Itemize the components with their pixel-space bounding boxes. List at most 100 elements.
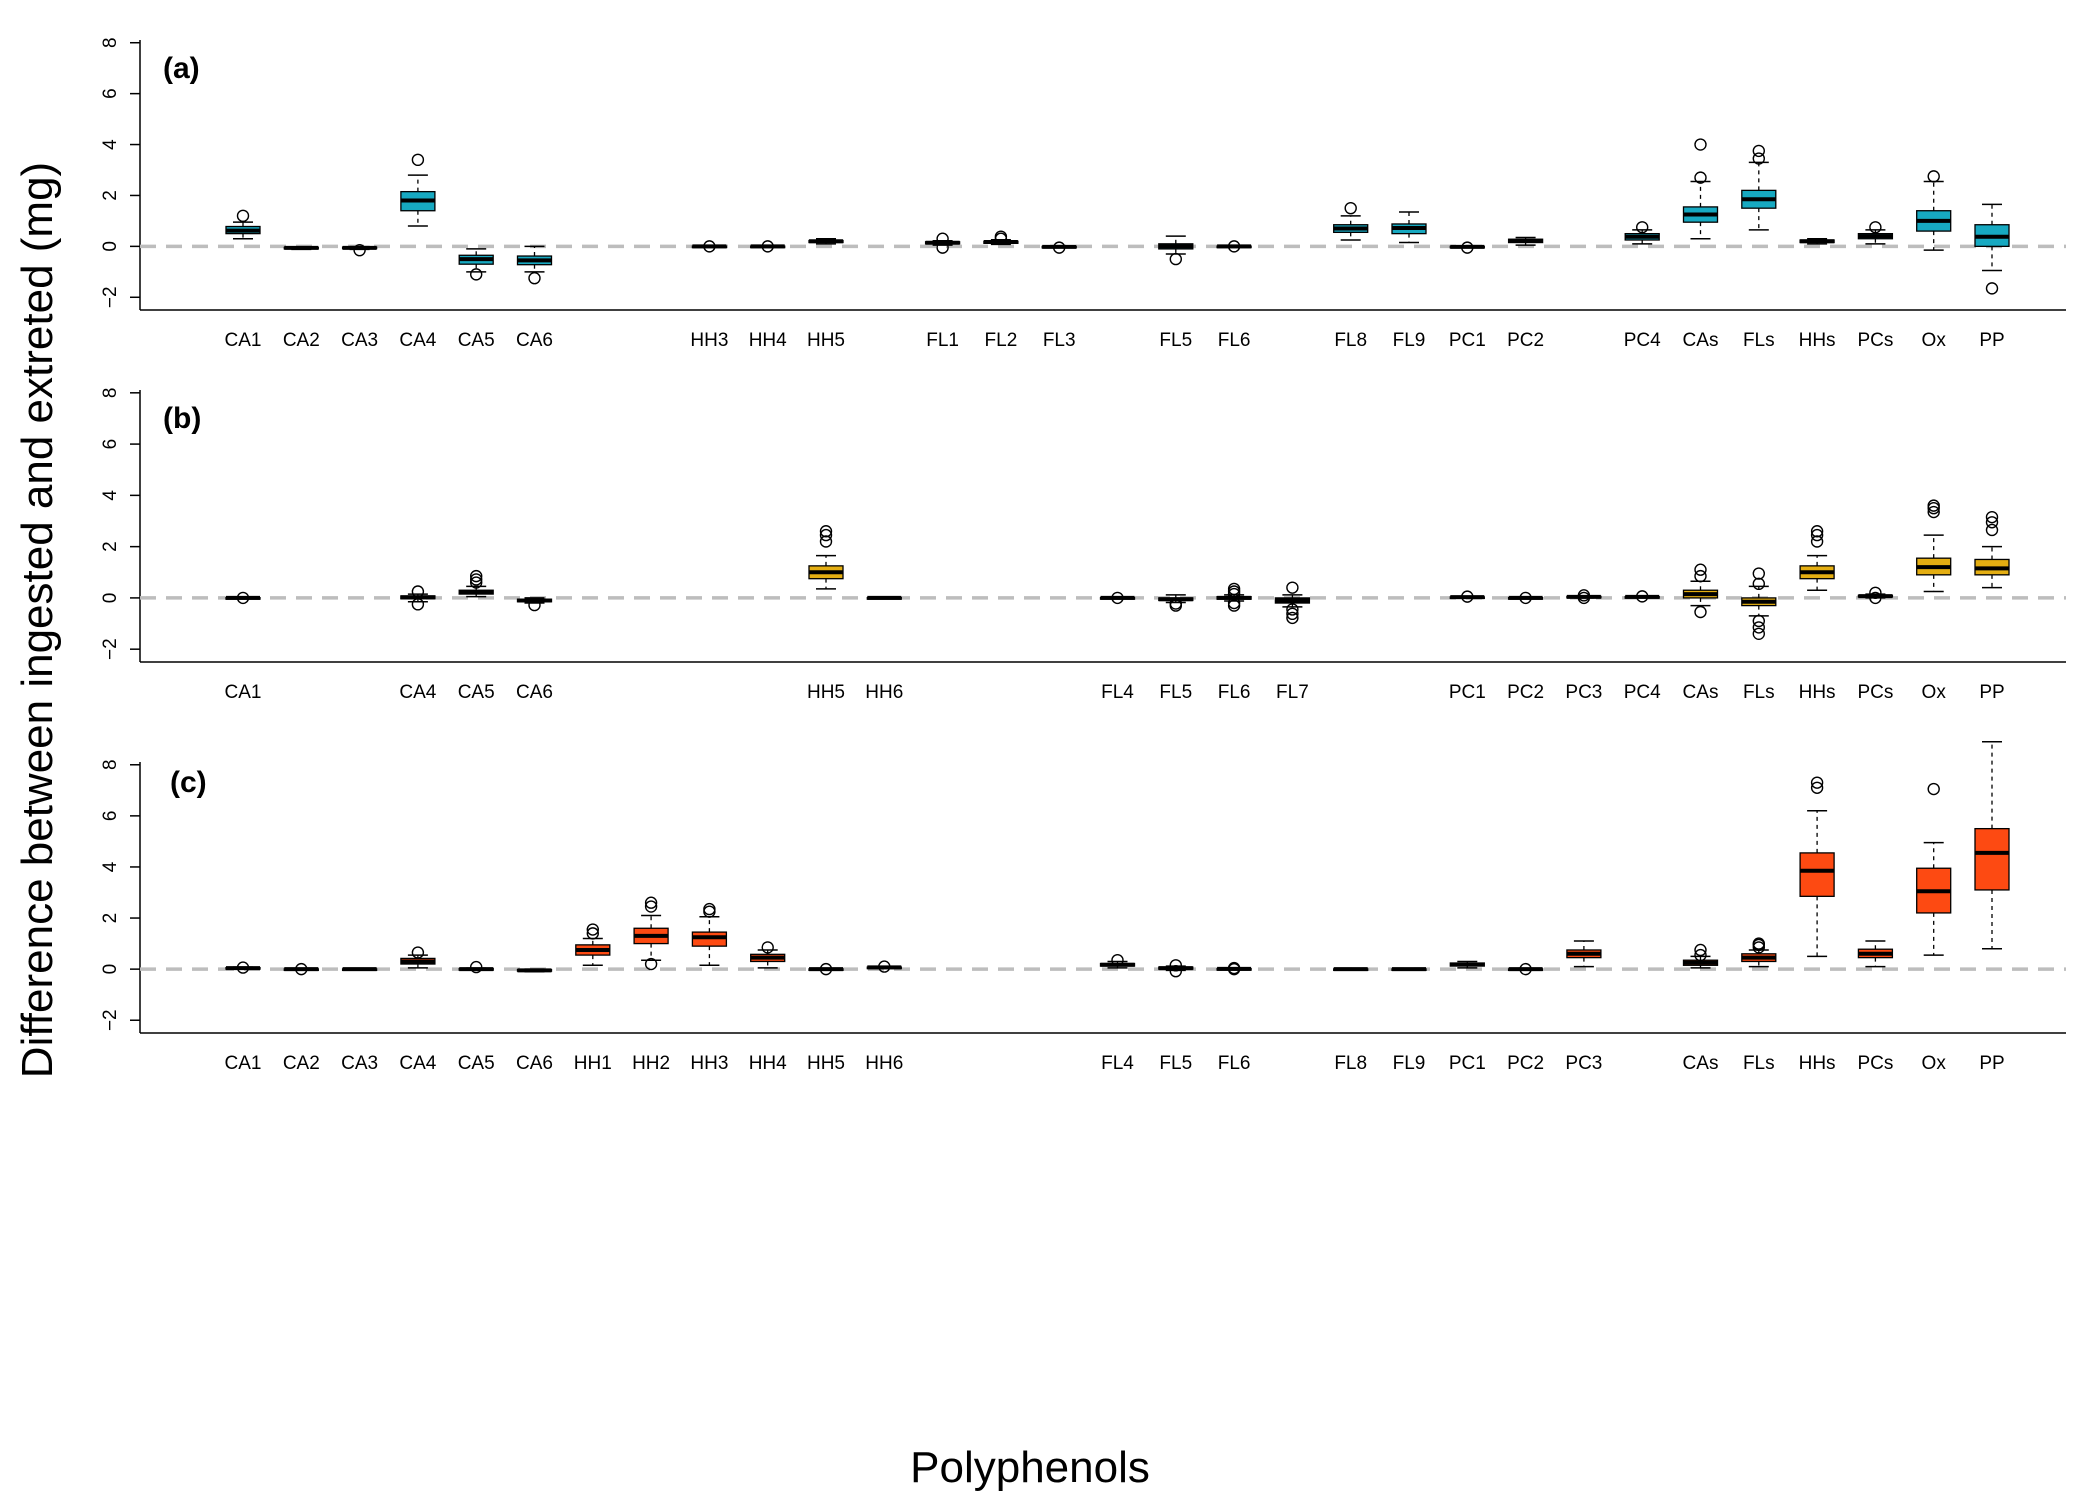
y-tick-label: 4	[100, 861, 121, 872]
box-FL6: FL6	[1216, 240, 1252, 351]
y-tick-label: −2	[100, 286, 121, 308]
box-Ox: Ox	[1916, 782, 1952, 1074]
x-tick-label: HH3	[690, 1053, 728, 1074]
y-tick-label: −2	[100, 1009, 121, 1031]
x-tick-label: PP	[1979, 1053, 2004, 1074]
outlier-point	[470, 573, 483, 586]
x-tick-label: FL2	[985, 330, 1018, 351]
x-tick-label: PP	[1979, 330, 2004, 351]
x-tick-label: PC3	[1565, 1053, 1602, 1074]
outlier-point	[1169, 964, 1183, 978]
outlier-point	[353, 243, 366, 257]
x-tick-label: FL8	[1334, 1053, 1367, 1074]
x-tick-label: FLs	[1743, 330, 1775, 351]
outlier-point	[470, 569, 483, 583]
box-CA6: CA6	[516, 597, 553, 703]
box-PP: PP	[1974, 741, 2010, 1074]
box-FL5: FL5	[1158, 235, 1194, 351]
box-CA4: CA4	[399, 585, 437, 703]
outlier-point	[470, 576, 483, 589]
x-tick-label: FL5	[1159, 682, 1192, 703]
x-tick-label: PC4	[1624, 682, 1661, 703]
x-tick-label: FL5	[1159, 1053, 1192, 1074]
y-axis-title: Difference between ingested and extreted…	[13, 162, 62, 1078]
box-HH2: HH2	[632, 896, 670, 1074]
outlier-point	[1752, 627, 1766, 640]
x-tick-label: CA3	[341, 1053, 378, 1074]
box-CA6: CA6	[516, 245, 553, 351]
y-tick-label: 0	[100, 964, 121, 975]
outlier-point	[236, 961, 250, 974]
box-FL4: FL4	[1099, 953, 1136, 1074]
outlier-point	[1927, 782, 1940, 796]
outlier-point	[1752, 577, 1766, 591]
panel-label: (c)	[170, 766, 207, 799]
box-iqr	[1799, 852, 1835, 897]
box-PC2: PC2	[1507, 236, 1544, 351]
outlier-point	[994, 230, 1008, 243]
outlier-point	[411, 153, 425, 167]
outlier-point	[1752, 144, 1766, 158]
panel-label: (b)	[163, 402, 201, 435]
outlier-point	[1694, 171, 1707, 184]
x-tick-label: HHs	[1799, 682, 1836, 703]
box-FL3: FL3	[1041, 241, 1077, 351]
outlier-point	[703, 902, 716, 916]
box-HH1: HH1	[574, 923, 612, 1074]
box-FL4: FL4	[1099, 591, 1136, 703]
x-tick-label: PC1	[1449, 682, 1486, 703]
x-tick-label: CA2	[283, 330, 320, 351]
outlier-point	[1694, 948, 1707, 962]
panel-b: −2 0 2 4 6 8 (b) CA1 CA4 CA5 CA6 HH5 HH6 FL4 FL5 FL6 FL7…	[100, 388, 2066, 703]
outlier-point	[411, 598, 425, 611]
box-HHs: HHs	[1799, 525, 1836, 703]
box-FL5: FL5	[1158, 959, 1194, 1074]
x-tick-label: HH6	[865, 1053, 903, 1074]
box-HH3: HH3	[690, 902, 728, 1074]
box-PC3: PC3	[1565, 589, 1602, 703]
box-HH4: HH4	[749, 941, 787, 1074]
outlier-point	[1985, 523, 1999, 537]
outlier-point	[1752, 937, 1766, 950]
outlier-point	[1694, 138, 1707, 151]
box-PP: PP	[1974, 203, 2010, 351]
x-tick-label: PC3	[1565, 682, 1602, 703]
x-tick-label: HH4	[749, 1053, 787, 1074]
x-tick-label: PC1	[1449, 1053, 1486, 1074]
y-tick-label: 2	[100, 541, 121, 552]
x-tick-label: HH5	[807, 330, 845, 351]
x-tick-label: HH4	[749, 330, 787, 351]
box-CAs: CAs	[1683, 943, 1718, 1074]
box-PCs: PCs	[1857, 221, 1893, 351]
outlier-point	[761, 240, 774, 253]
outlier-point	[703, 240, 716, 253]
box-FL5: FL5	[1158, 594, 1194, 703]
box-iqr	[1974, 827, 2010, 891]
outlier-point	[411, 585, 425, 598]
outlier-point	[1752, 621, 1766, 634]
box-HH5: HH5	[807, 962, 845, 1074]
outlier-point	[1286, 611, 1299, 625]
outlier-point	[1577, 591, 1591, 605]
outlier-point	[878, 960, 891, 973]
panel-label: (a)	[163, 52, 200, 85]
outlier-point	[1927, 499, 1940, 512]
x-tick-label: Ox	[1922, 682, 1947, 703]
box-HH3: HH3	[690, 240, 728, 351]
x-tick-label: CA2	[283, 1053, 320, 1074]
box-PC2: PC2	[1507, 962, 1544, 1074]
x-tick-label: HH3	[690, 330, 728, 351]
box-CA3: CA3	[341, 243, 378, 351]
x-tick-label: HH5	[807, 1053, 845, 1074]
y-tick-label: 4	[100, 139, 121, 150]
x-tick-label: PC2	[1507, 330, 1544, 351]
outlier-point	[1694, 605, 1707, 619]
outlier-point	[1869, 591, 1882, 605]
box-Ox: Ox	[1916, 499, 1952, 703]
box-FL9: FL9	[1391, 211, 1427, 351]
outlier-point	[1810, 781, 1824, 794]
x-tick-label: CA1	[225, 682, 262, 703]
outlier-point	[1227, 582, 1241, 596]
x-tick-label: Ox	[1922, 1053, 1947, 1074]
